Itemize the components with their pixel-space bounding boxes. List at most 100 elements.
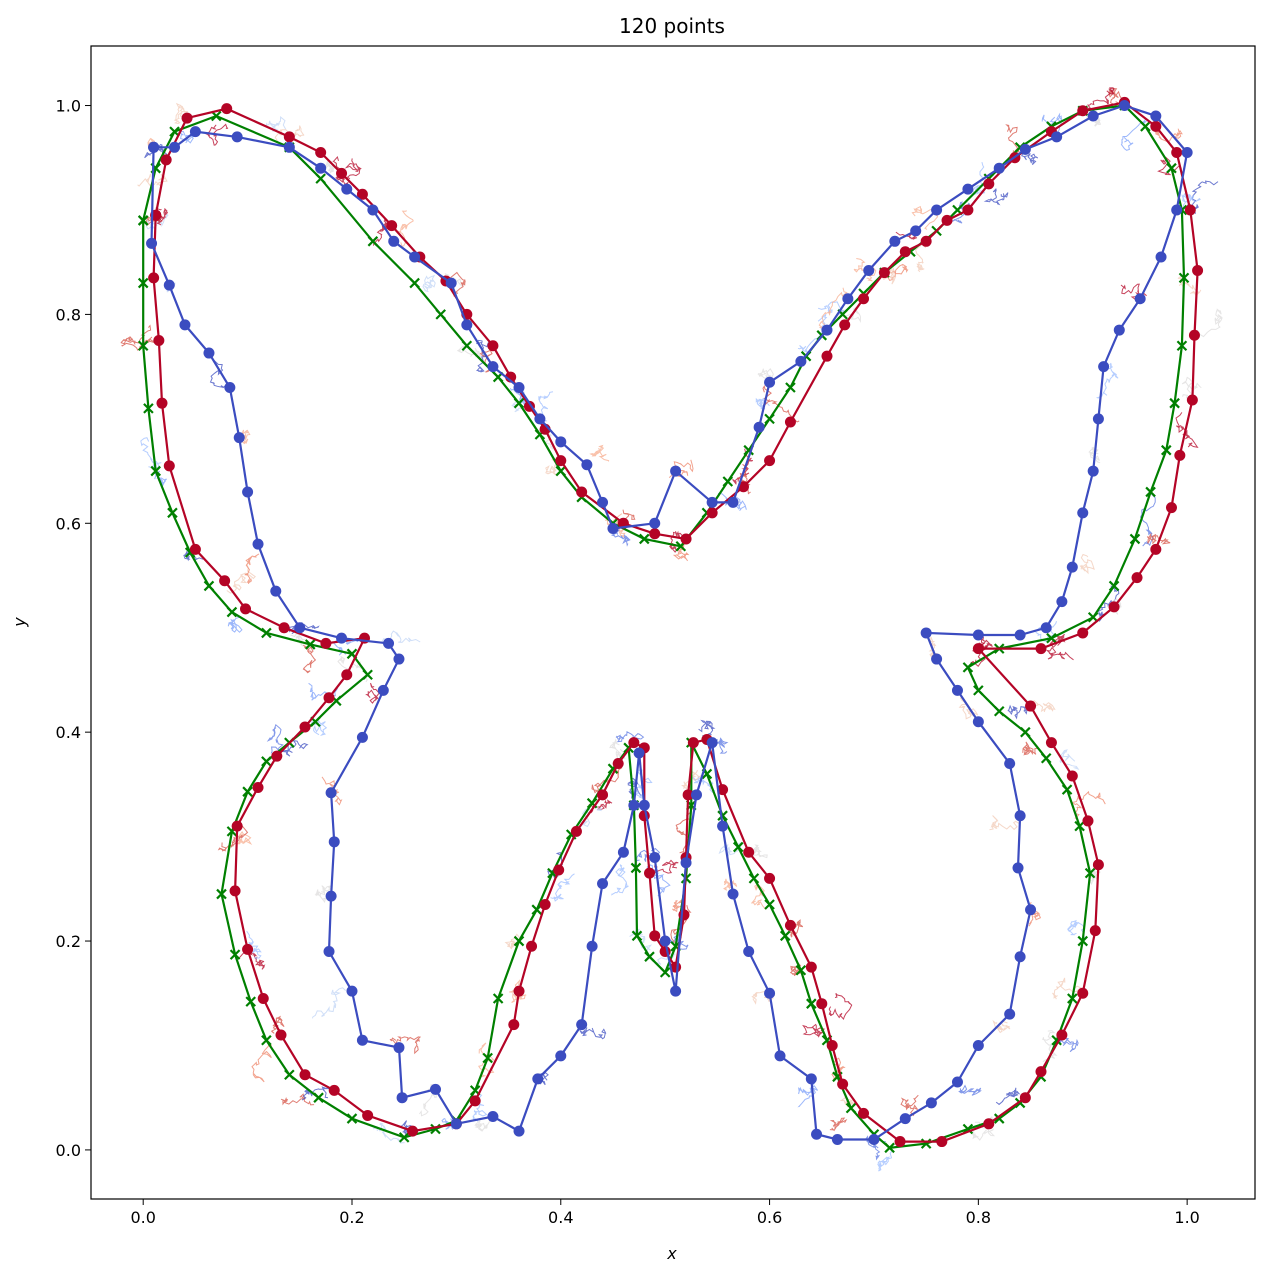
data-point	[539, 898, 551, 910]
data-point	[1084, 867, 1096, 879]
data-point	[805, 961, 817, 973]
data-point	[233, 432, 245, 444]
noise-trajectory	[579, 1027, 607, 1040]
x-tick-label: 0.4	[548, 1208, 573, 1227]
data-point	[1019, 1092, 1031, 1104]
noise-trajectory	[672, 899, 685, 913]
noise-trajectory	[611, 864, 629, 896]
data-point	[1171, 147, 1183, 159]
data-point	[779, 930, 791, 942]
data-point	[889, 235, 901, 247]
data-point	[737, 481, 749, 493]
data-point	[816, 998, 828, 1010]
data-point	[1046, 632, 1057, 644]
data-point	[993, 705, 1005, 717]
data-point	[304, 639, 316, 650]
noise-trajectory	[762, 385, 800, 423]
data-point	[1066, 561, 1078, 573]
data-point	[1077, 627, 1089, 639]
data-point	[1019, 143, 1031, 155]
data-point	[1134, 293, 1146, 305]
data-point	[283, 141, 295, 153]
noise-trajectory	[1079, 553, 1095, 575]
data-point	[680, 533, 692, 545]
data-point	[445, 277, 457, 289]
data-point	[1098, 361, 1110, 373]
data-point	[868, 1133, 880, 1145]
data-point	[570, 825, 582, 837]
data-point	[409, 251, 421, 263]
data-point	[148, 141, 160, 153]
data-point	[229, 885, 241, 897]
data-point	[1174, 449, 1186, 461]
data-point	[398, 1132, 410, 1143]
data-point	[1066, 770, 1078, 782]
data-point	[1145, 486, 1156, 498]
data-point	[388, 235, 400, 247]
data-point	[1004, 757, 1016, 769]
noise-trajectory	[1022, 741, 1038, 756]
noise-trajectory	[509, 387, 528, 407]
data-point	[576, 1019, 588, 1031]
data-point	[899, 1113, 911, 1125]
noise-trajectory	[757, 367, 774, 383]
data-point	[962, 183, 974, 195]
data-point	[894, 1136, 906, 1148]
data-point	[936, 1136, 948, 1148]
data-point	[450, 1118, 462, 1130]
data-point	[362, 669, 373, 680]
data-point	[732, 841, 744, 853]
data-point	[774, 1050, 786, 1062]
data-point	[1155, 251, 1167, 263]
data-point	[806, 998, 817, 1009]
data-point	[1165, 502, 1177, 514]
data-point	[1089, 925, 1101, 937]
noise-trajectory	[829, 1117, 848, 1132]
noise-trajectory	[789, 919, 804, 938]
data-point	[633, 747, 645, 759]
data-point	[941, 214, 953, 226]
data-point	[163, 279, 175, 291]
data-point	[910, 225, 922, 237]
noise-trajectory	[717, 492, 747, 512]
noise-trajectory	[1120, 118, 1148, 151]
data-point	[983, 178, 995, 190]
data-point	[1171, 204, 1183, 216]
data-point	[513, 1125, 525, 1137]
noise-trajectory	[983, 188, 1009, 206]
data-point	[242, 486, 254, 498]
data-point	[1129, 533, 1141, 545]
noise-trajectory	[1098, 585, 1120, 622]
chart-title: 120 points	[619, 14, 725, 38]
data-point	[325, 890, 337, 902]
data-point	[1056, 1029, 1068, 1041]
data-point	[1051, 131, 1063, 143]
data-point	[993, 162, 1005, 174]
data-point	[1113, 324, 1125, 336]
data-point	[628, 737, 640, 749]
data-point	[1150, 543, 1162, 555]
data-point	[137, 277, 149, 289]
data-point	[534, 413, 546, 425]
data-point	[764, 455, 776, 467]
data-point	[821, 350, 833, 362]
data-point	[383, 637, 395, 649]
data-point	[435, 309, 446, 320]
data-point	[169, 141, 181, 153]
y-axis-label: y	[10, 617, 29, 628]
noise-trajectory	[669, 530, 684, 553]
data-point	[315, 162, 327, 174]
noise-trajectory	[234, 949, 266, 970]
noise-trajectory	[1071, 790, 1106, 819]
data-point	[1186, 394, 1198, 406]
data-point	[1014, 951, 1026, 963]
data-point	[670, 985, 682, 997]
data-point	[1056, 596, 1068, 608]
noise-trajectory	[828, 992, 853, 1020]
x-axis-label: x	[666, 1244, 677, 1263]
data-point	[328, 836, 340, 848]
data-point	[617, 846, 629, 858]
data-point	[323, 945, 335, 957]
data-point	[294, 622, 306, 634]
data-point	[169, 126, 180, 137]
